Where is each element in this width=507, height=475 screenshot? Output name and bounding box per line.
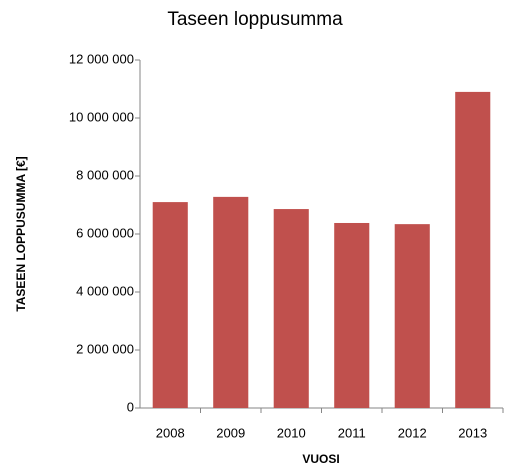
- bar: [455, 91, 491, 409]
- x-axis-label: VUOSI: [302, 452, 339, 466]
- x-tick-label: 2013: [458, 425, 487, 440]
- bar: [152, 202, 188, 408]
- x-tick-label: 2009: [216, 425, 245, 440]
- y-tick-label: 8 000 000: [76, 167, 134, 182]
- x-tick-label: 2010: [277, 425, 306, 440]
- bar: [213, 196, 249, 408]
- y-axis-label: TASEEN LOPPUSUMMA [€]: [14, 156, 28, 311]
- x-tick-label: 2012: [398, 425, 427, 440]
- y-tick-label: 0: [127, 399, 134, 414]
- y-tick-label: 6 000 000: [76, 225, 134, 240]
- chart-title: Taseen loppusumma: [167, 9, 343, 30]
- x-tick-label: 2008: [156, 425, 185, 440]
- y-tick-label: 2 000 000: [76, 341, 134, 356]
- bar: [334, 222, 370, 408]
- y-tick-label: 4 000 000: [76, 283, 134, 298]
- y-tick-label: 10 000 000: [69, 109, 134, 124]
- y-tick-label: 12 000 000: [69, 51, 134, 66]
- bar: [273, 209, 309, 408]
- bar: [394, 224, 430, 408]
- x-tick-label: 2011: [338, 425, 366, 440]
